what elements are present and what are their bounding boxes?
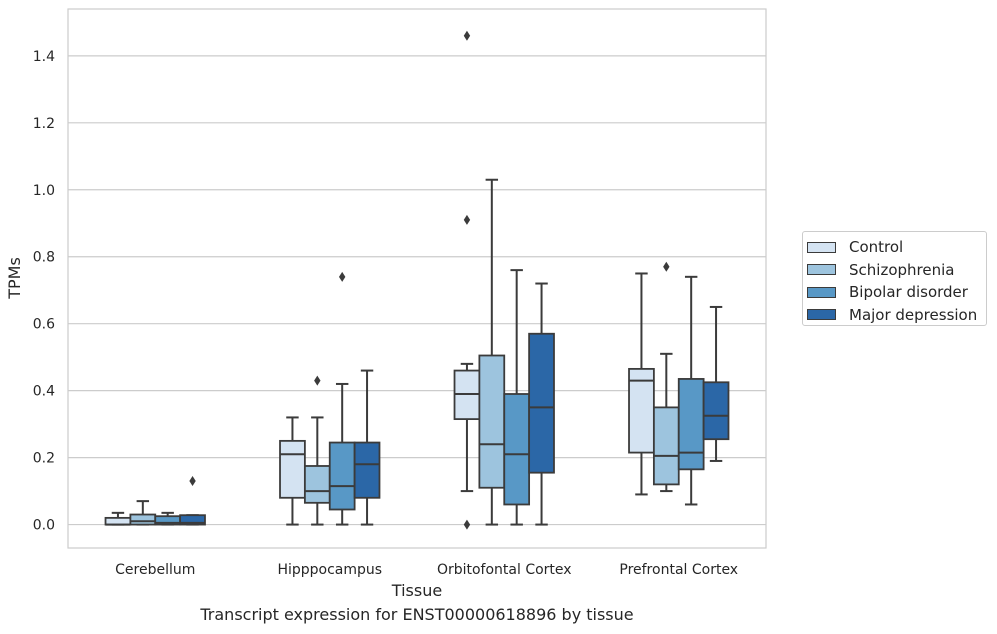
y-tick-label: 0.2 xyxy=(33,451,55,467)
box-body xyxy=(129,513,157,526)
y-axis-ticks: 0.0 0.2 0.4 0.6 0.8 1.0 1.2 1.4 xyxy=(33,49,55,534)
box-body xyxy=(503,393,531,506)
outlier-point xyxy=(463,519,471,530)
x-tick-label: Orbitofontal Cortex xyxy=(437,562,572,578)
box-group xyxy=(453,30,481,530)
box-body xyxy=(353,441,381,499)
chart-caption: Transcript expression for ENST0000061889… xyxy=(200,605,634,624)
gridlines xyxy=(68,55,766,526)
box-body xyxy=(677,378,705,471)
legend-swatch-schizophrenia xyxy=(807,264,836,276)
box-group xyxy=(652,261,680,493)
outlier-point xyxy=(189,476,196,487)
y-tick-label: 0.0 xyxy=(33,518,55,534)
box-group xyxy=(503,269,531,526)
box-body xyxy=(528,332,555,474)
x-tick-label: Hipppocampus xyxy=(277,562,382,578)
legend-label-major-depression: Major depression xyxy=(849,305,978,324)
boxes xyxy=(104,30,730,530)
plot-frame xyxy=(67,8,767,549)
box-group xyxy=(528,282,555,526)
y-tick-label: 1.0 xyxy=(33,183,55,199)
box-group xyxy=(154,511,182,526)
legend-swatch-control xyxy=(807,241,836,253)
box-group xyxy=(677,275,705,506)
outlier-point xyxy=(314,375,321,386)
box-group xyxy=(628,272,655,496)
y-tick-label: 0.6 xyxy=(33,317,55,333)
box-body xyxy=(303,465,331,504)
legend-label-bipolar-disorder: Bipolar disorder xyxy=(849,283,968,302)
box-body xyxy=(478,354,506,489)
legend-swatch-major-depression xyxy=(807,309,836,321)
x-axis-label: Tissue xyxy=(391,581,442,600)
legend-item-major-depression: Major depression xyxy=(807,304,986,327)
legend-item-schizophrenia: Schizophrenia xyxy=(807,259,986,282)
box-group xyxy=(179,476,206,526)
x-axis-ticks: Cerebellum Hipppocampus Orbitofontal Corte… xyxy=(115,562,738,578)
x-tick-label: Cerebellum xyxy=(115,562,195,578)
y-tick-label: 0.8 xyxy=(33,250,55,266)
outlier-point xyxy=(463,214,471,225)
box-group xyxy=(104,511,132,526)
y-axis-label: TPMs xyxy=(5,257,24,300)
y-tick-label: 1.4 xyxy=(33,49,55,65)
box-group xyxy=(702,305,730,462)
legend-label-control: Control xyxy=(849,238,904,257)
box-group xyxy=(303,375,331,526)
box-body xyxy=(279,439,306,499)
outlier-point xyxy=(663,261,670,272)
outlier-point xyxy=(463,30,471,41)
box-group xyxy=(328,271,356,526)
box-body xyxy=(179,514,206,526)
y-tick-label: 0.4 xyxy=(33,384,55,400)
box-group xyxy=(129,500,157,526)
y-tick-label: 1.2 xyxy=(33,116,55,132)
legend-label-schizophrenia: Schizophrenia xyxy=(849,260,955,279)
box-body xyxy=(628,367,655,454)
box-body xyxy=(702,381,730,441)
box-group xyxy=(279,416,306,526)
box-body xyxy=(652,406,680,486)
box-group xyxy=(353,369,381,526)
box-group xyxy=(478,178,506,526)
outlier-point xyxy=(338,271,346,282)
legend-item-control: Control xyxy=(807,236,986,259)
legend: Control Schizophrenia Bipolar disorder M… xyxy=(802,231,987,326)
box-body xyxy=(104,516,132,526)
legend-swatch-bipolar-disorder xyxy=(807,286,836,298)
legend-item-bipolar-disorder: Bipolar disorder xyxy=(807,281,986,304)
box-body xyxy=(328,441,356,511)
x-tick-label: Prefrontal Cortex xyxy=(619,562,738,578)
